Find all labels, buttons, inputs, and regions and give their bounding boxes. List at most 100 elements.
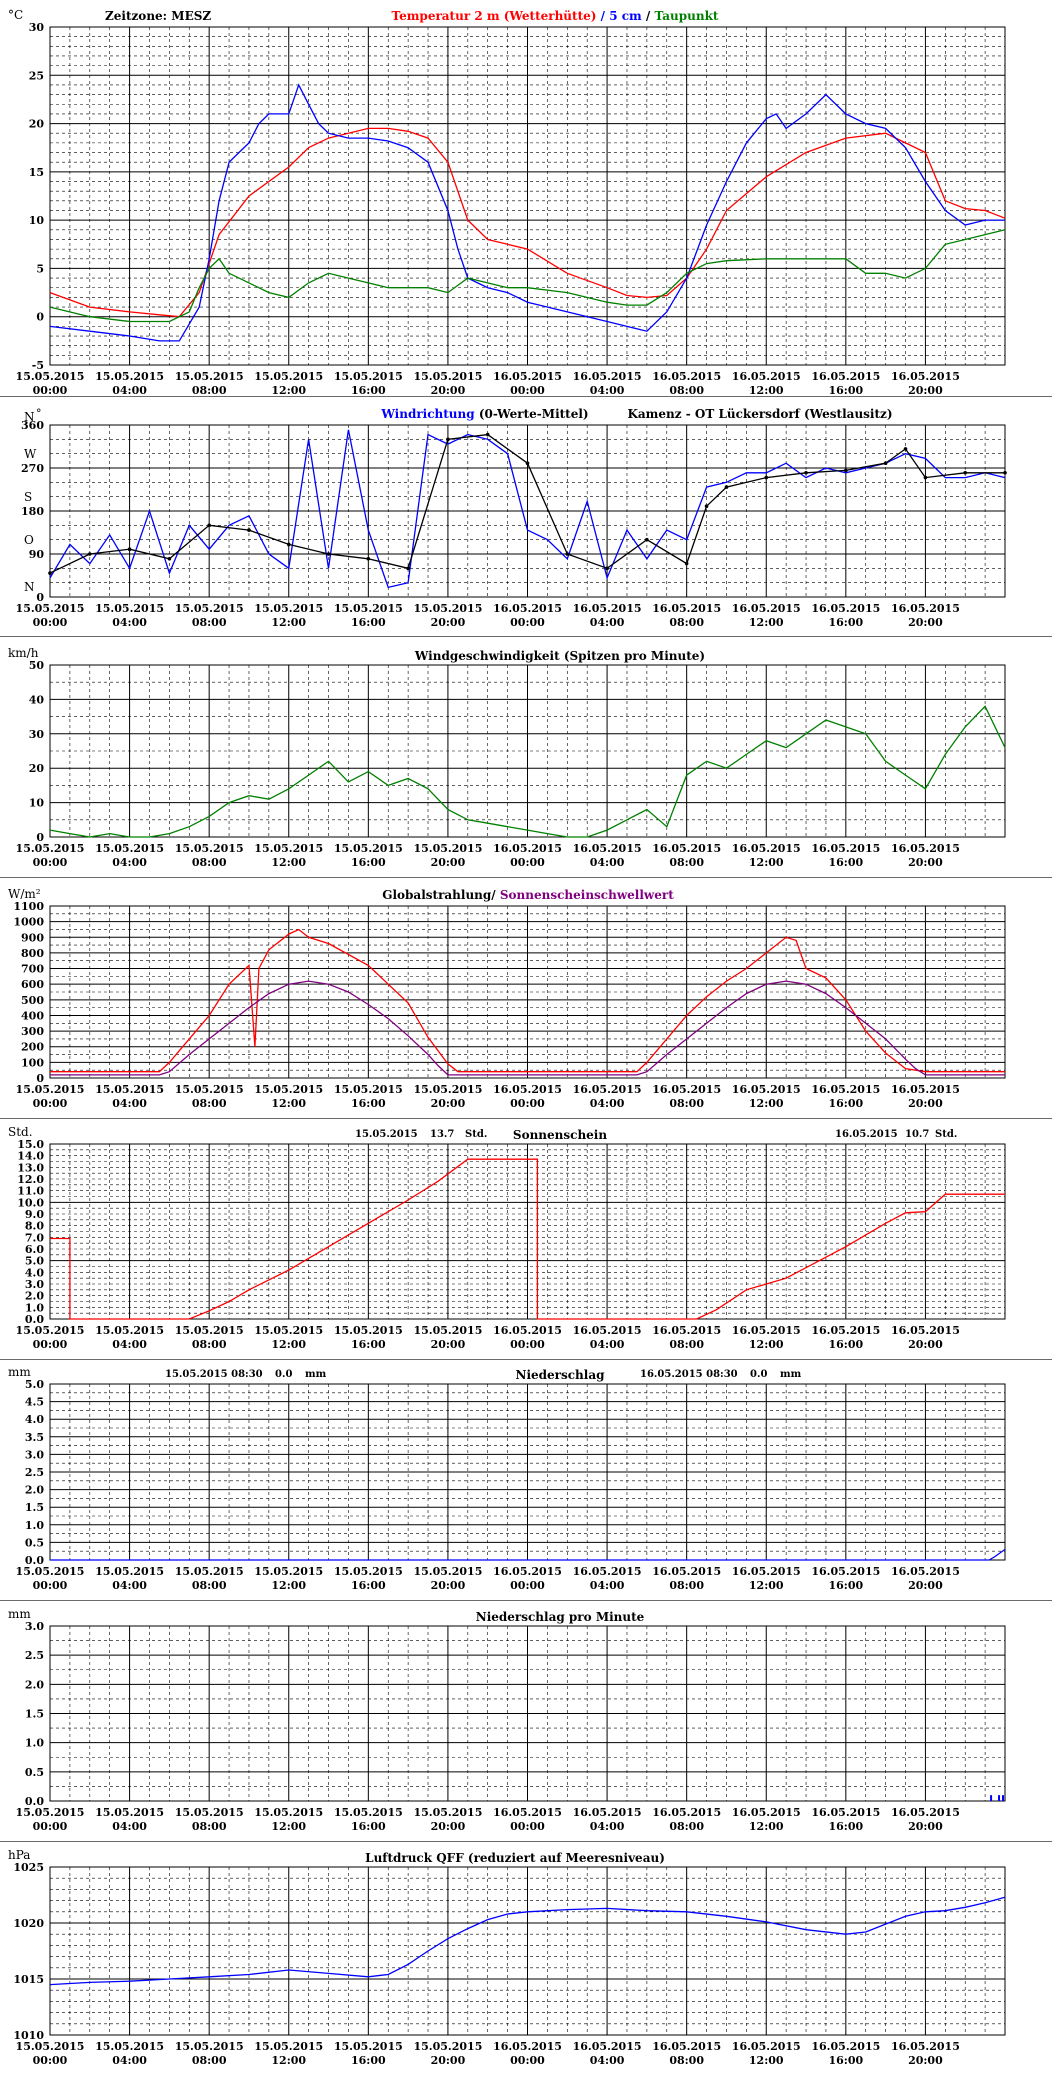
x-tick-date-label: 15.05.2015 [413,1565,482,1578]
x-tick-date-label: 16.05.2015 [891,1324,960,1337]
day-total-unit: Std. [465,1129,487,1140]
y-tick-label: 90 [29,548,45,561]
chart-title: Niederschlag pro Minute [476,1610,645,1624]
x-tick-date-label: 16.05.2015 [652,2040,721,2053]
x-tick-date-label: 16.05.2015 [891,2040,960,2053]
chart-title-part: Windrichtung [380,407,475,421]
x-tick-time-label: 00:00 [33,1338,68,1351]
x-tick-time-label: 20:00 [908,856,943,869]
panel-divider [0,1118,1052,1119]
x-tick-date-label: 15.05.2015 [175,1324,244,1337]
x-tick-date-label: 15.05.2015 [254,2040,323,2053]
x-tick-date-label: 16.05.2015 [732,1324,801,1337]
x-tick-time-label: 04:00 [112,384,147,395]
x-tick-time-label: 12:00 [749,1579,784,1592]
y-tick-label: 1.0 [25,1301,44,1314]
y-tick-label: 0 [36,591,44,604]
y-tick-label: 10 [29,214,45,227]
y-tick-label: 1100 [13,900,44,913]
x-tick-date-label: 15.05.2015 [254,370,323,383]
station-label: Kamenz - OT Lückersdorf (Westlausitz) [627,407,892,421]
x-tick-date-label: 15.05.2015 [175,602,244,615]
wind-speed-panel: 0 10 20 30 40 50 15.05.2015 00:00 15.05.2015 04:0… [0,637,1052,876]
x-tick-time-label: 16:00 [828,384,863,395]
day-total-date: 15.05.2015 08:30 [165,1369,263,1380]
y-tick-label: 10.0 [17,1196,44,1209]
x-tick-date-label: 16.05.2015 [493,602,562,615]
x-tick-date-label: 15.05.2015 [413,842,482,855]
x-tick-time-label: 16:00 [351,384,386,395]
x-tick-time-label: 20:00 [431,1579,466,1592]
x-tick-time-label: 12:00 [271,1579,306,1592]
x-tick-date-label: 15.05.2015 [254,1565,323,1578]
chart-title-part: Sonnenscheinschwellwert [500,888,674,902]
x-tick-time-label: 00:00 [510,616,545,629]
x-tick-time-label: 04:00 [590,2054,625,2067]
x-tick-date-label: 15.05.2015 [254,1324,323,1337]
chart-title-part: Globalstrahlung/ [382,888,500,902]
x-tick-date-label: 16.05.2015 [652,1083,721,1096]
x-tick-time-label: 20:00 [431,856,466,869]
precipitation-chart: 0.0 0.5 1.0 1.5 2.0 2.5 3.0 3.5 4.0 4.5 5.0 15.05.2… [8,1365,1006,1592]
precipitation-panel: 0.0 0.5 1.0 1.5 2.0 2.5 3.0 3.5 4.0 4.5 5.0 15.05.2… [0,1360,1052,1599]
x-tick-time-label: 08:00 [669,856,704,869]
x-tick-date-label: 15.05.2015 [95,1806,164,1819]
chart-title-part: Temperatur 2 m (Wetterhütte) [392,9,597,23]
day-total-value: 10.7 [905,1129,929,1140]
x-tick-time-label: 00:00 [510,1338,545,1351]
y-tick-label: 4.0 [25,1413,44,1426]
x-tick-time-label: 08:00 [669,1820,704,1833]
temperature-panel: -5 0 5 10 15 20 25 30 15.05.2015 00:00 15.05.2015 0… [0,0,1052,397]
x-tick-time-label: 00:00 [33,1097,68,1110]
x-tick-date-label: 15.05.2015 [254,1806,323,1819]
y-tick-label: 1.5 [25,1708,44,1721]
x-tick-time-label: 20:00 [908,2054,943,2067]
y-tick-label: 360 [21,419,44,432]
x-tick-time-label: 04:00 [590,1097,625,1110]
x-tick-time-label: 20:00 [431,2054,466,2067]
x-tick-time-label: 12:00 [271,1097,306,1110]
panel-divider [0,396,1052,397]
series-line-pressure-0 [49,1896,1006,1986]
x-tick-date-label: 15.05.2015 [16,1565,85,1578]
y-tick-label: 12.0 [17,1173,44,1186]
y-tick-label: 3.0 [25,1448,44,1461]
chart-title-part: 5 cm [609,9,642,23]
x-tick-date-label: 15.05.2015 [175,842,244,855]
x-tick-time-label: 12:00 [271,616,306,629]
compass-south: S [24,490,32,504]
unit-label: mm [8,1365,31,1379]
sunshine-panel: 0.0 1.0 2.0 3.0 4.0 5.0 6.0 7.0 8.0 9.0 10.0 11.0 12… [0,1119,1052,1358]
day-total-unit: Std. [935,1129,957,1140]
x-tick-time-label: 20:00 [908,1579,943,1592]
x-tick-time-label: 04:00 [112,1338,147,1351]
y-tick-label: 9.0 [25,1208,44,1221]
compass-west: W [24,447,37,461]
day-total-value: 13.7 [430,1129,454,1140]
y-tick-label: 20 [29,118,45,131]
x-tick-time-label: 04:00 [112,2054,147,2067]
y-tick-label: 2.0 [25,1678,44,1691]
y-tick-label: 5 [36,262,44,275]
y-tick-label: 4.0 [25,1266,44,1279]
y-tick-label: 4.5 [25,1396,44,1409]
x-tick-time-label: 12:00 [271,856,306,869]
x-tick-time-label: 20:00 [431,384,466,395]
pressure-panel: 1010 1015 1020 1025 15.05.2015 00:00 15.05.201… [0,1842,1052,2081]
x-tick-date-label: 16.05.2015 [811,1565,880,1578]
y-tick-label: 1020 [13,1917,44,1930]
x-tick-date-label: 16.05.2015 [732,1806,801,1819]
y-tick-label: 0 [36,311,44,324]
y-tick-label: 1000 [13,916,44,929]
y-tick-label: 0.5 [25,1536,44,1549]
unit-label: °C [8,8,23,22]
sunshine-chart: 0.01.02.03.04.05.06.07.08.09.010.011.012… [8,1125,1006,1351]
y-tick-label: 0 [36,1072,44,1085]
x-tick-time-label: 12:00 [271,2054,306,2067]
x-tick-date-label: 15.05.2015 [413,2040,482,2053]
y-tick-label: 100 [21,1056,44,1069]
x-tick-date-label: 15.05.2015 [413,602,482,615]
data-bar [998,1795,1001,1801]
x-tick-time-label: 04:00 [590,856,625,869]
unit-label: W/m² [8,887,41,901]
